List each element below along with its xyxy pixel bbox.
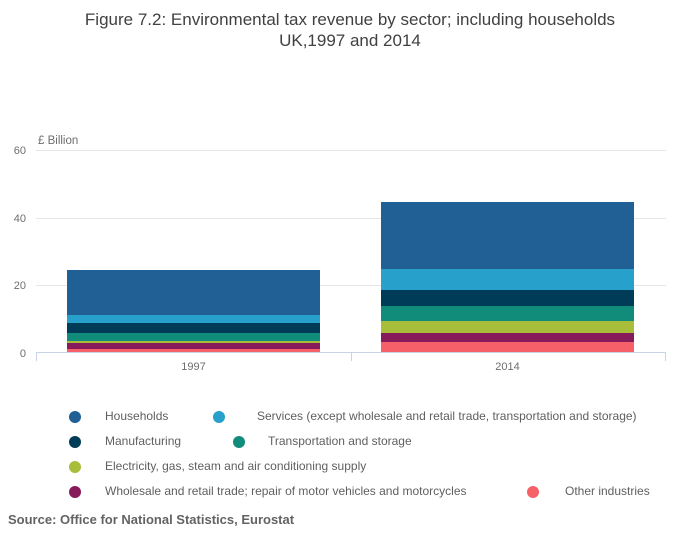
chart-title: Figure 7.2: Environmental tax revenue by… xyxy=(0,9,700,51)
y-axis-unit-label: £ Billion xyxy=(38,135,79,147)
bar-segment-2014-series-5[interactable] xyxy=(381,332,634,343)
bar-segment-2014-series-6[interactable] xyxy=(381,342,634,352)
legend-dot-series-0[interactable] xyxy=(69,411,81,423)
x-axis-tick-1 xyxy=(351,353,352,361)
x-axis-line xyxy=(36,352,666,353)
legend-label-series-5[interactable]: Wholesale and retail trade; repair of mo… xyxy=(105,484,467,498)
chart-title-line2: UK,1997 and 2014 xyxy=(279,31,421,50)
legend-dot-series-3[interactable] xyxy=(233,436,245,448)
plot-area xyxy=(36,150,666,361)
legend-dot-series-6[interactable] xyxy=(527,486,539,498)
legend-dot-series-5[interactable] xyxy=(69,486,81,498)
legend-label-series-1[interactable]: Services (except wholesale and retail tr… xyxy=(257,409,637,423)
y-axis-label-0: 0 xyxy=(19,347,26,360)
bar-1997 xyxy=(67,270,320,352)
bar-segment-1997-series-2[interactable] xyxy=(67,323,320,334)
y-axis-label-40: 40 xyxy=(13,212,26,225)
y-axis-label-60: 60 xyxy=(13,145,26,157)
x-axis-tick-0 xyxy=(36,353,37,361)
gridline-40 xyxy=(36,217,666,219)
source-text: Source: Office for National Statistics, … xyxy=(8,512,295,527)
bar-2014 xyxy=(381,202,634,352)
legend-dot-series-2[interactable] xyxy=(69,436,81,448)
legend-dot-series-1[interactable] xyxy=(213,411,225,423)
bar-segment-1997-series-4[interactable] xyxy=(67,340,320,344)
bar-segment-1997-series-6[interactable] xyxy=(67,348,320,352)
bar-segment-1997-series-1[interactable] xyxy=(67,315,320,324)
legend-dot-series-4[interactable] xyxy=(69,461,81,473)
x-axis-label-2014: 2014 xyxy=(495,361,520,373)
x-axis-label-1997: 1997 xyxy=(181,361,206,373)
bar-segment-2014-series-3[interactable] xyxy=(381,306,634,322)
legend-label-series-4[interactable]: Electricity, gas, steam and air conditio… xyxy=(105,459,367,473)
bar-segment-1997-series-3[interactable] xyxy=(67,333,320,341)
bar-segment-2014-series-4[interactable] xyxy=(381,321,634,333)
bar-segment-2014-series-2[interactable] xyxy=(381,289,634,307)
bar-segment-2014-series-1[interactable] xyxy=(381,268,634,290)
legend-label-series-0[interactable]: Households xyxy=(105,409,169,423)
x-axis-tick-2 xyxy=(665,353,666,361)
bar-segment-1997-series-0[interactable] xyxy=(67,270,320,316)
chart-title-line1: Figure 7.2: Environmental tax revenue by… xyxy=(84,10,616,29)
gridline-20 xyxy=(36,285,666,286)
bar-segment-2014-series-0[interactable] xyxy=(381,202,634,269)
y-axis-label-20: 20 xyxy=(13,280,26,292)
gridline-60 xyxy=(36,150,666,151)
legend-label-series-3[interactable]: Transportation and storage xyxy=(268,434,412,448)
bar-segment-1997-series-5[interactable] xyxy=(67,343,320,349)
legend-label-series-6[interactable]: Other industries xyxy=(565,484,650,498)
legend-label-series-2[interactable]: Manufacturing xyxy=(105,434,182,448)
